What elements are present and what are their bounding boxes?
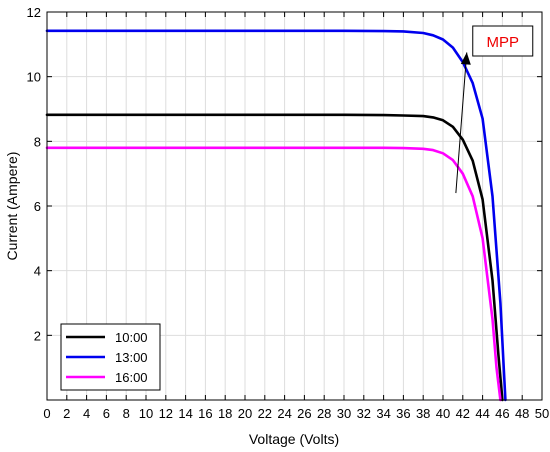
x-axis-label: Voltage (Volts) bbox=[249, 431, 339, 447]
series-line-1000 bbox=[45, 113, 504, 402]
annotation-arrow-shaft bbox=[455, 52, 468, 194]
x-tick-label: 12 bbox=[159, 406, 173, 421]
annotation-mpp-label: MPP bbox=[487, 34, 520, 51]
x-tick-label: 16 bbox=[198, 406, 212, 421]
x-tick-label: 36 bbox=[396, 406, 410, 421]
x-tick-label: 44 bbox=[475, 406, 489, 421]
x-tick-label: 32 bbox=[357, 406, 371, 421]
legend-entry-label: 10:00 bbox=[115, 330, 148, 345]
x-tick-label: 28 bbox=[317, 406, 331, 421]
annotation-arrow-head bbox=[460, 52, 471, 65]
x-tick-label: 24 bbox=[277, 406, 291, 421]
annotations: MPP bbox=[455, 25, 534, 194]
x-tick-label: 50 bbox=[535, 406, 549, 421]
x-tick-label: 4 bbox=[83, 406, 90, 421]
y-tick-label: 10 bbox=[27, 70, 41, 85]
y-axis-label: Current (Ampere) bbox=[4, 152, 20, 261]
annotation-box bbox=[472, 25, 534, 57]
x-tick-label: 8 bbox=[123, 406, 130, 421]
x-tick-label: 6 bbox=[103, 406, 110, 421]
x-tick-label: 18 bbox=[218, 406, 232, 421]
x-tick-label: 30 bbox=[337, 406, 351, 421]
series-lines bbox=[45, 29, 507, 402]
legend-entry-label: 16:00 bbox=[115, 370, 148, 385]
x-tick-label: 42 bbox=[456, 406, 470, 421]
y-tick-label: 6 bbox=[34, 199, 41, 214]
x-tick-label: 0 bbox=[43, 406, 50, 421]
series-line-1600 bbox=[45, 146, 502, 402]
legend: 10:00 13:00 16:00 bbox=[60, 323, 161, 391]
x-tick-label: 46 bbox=[495, 406, 509, 421]
y-tick-label: 2 bbox=[34, 328, 41, 343]
x-tick-label: 38 bbox=[416, 406, 430, 421]
x-tick-label: 48 bbox=[515, 406, 529, 421]
x-tick-label: 22 bbox=[258, 406, 272, 421]
x-tick-label: 26 bbox=[297, 406, 311, 421]
x-tick-label: 34 bbox=[376, 406, 390, 421]
x-tick-label: 20 bbox=[238, 406, 252, 421]
legend-entry-label: 13:00 bbox=[115, 350, 148, 365]
y-tick-label: 4 bbox=[34, 264, 41, 279]
x-tick-label: 10 bbox=[139, 406, 153, 421]
y-tick-label: 8 bbox=[34, 134, 41, 149]
x-tick-label: 14 bbox=[178, 406, 192, 421]
series-line-1300 bbox=[45, 29, 507, 402]
axis-ticks: 0 2 4 6 8 10 12 14 16 18 20 22 24 26 28 30 32 34 36 38 40 42 4… bbox=[27, 5, 550, 421]
y-tick-label: 12 bbox=[27, 5, 41, 20]
x-tick-label: 40 bbox=[436, 406, 450, 421]
x-tick-label: 2 bbox=[63, 406, 70, 421]
